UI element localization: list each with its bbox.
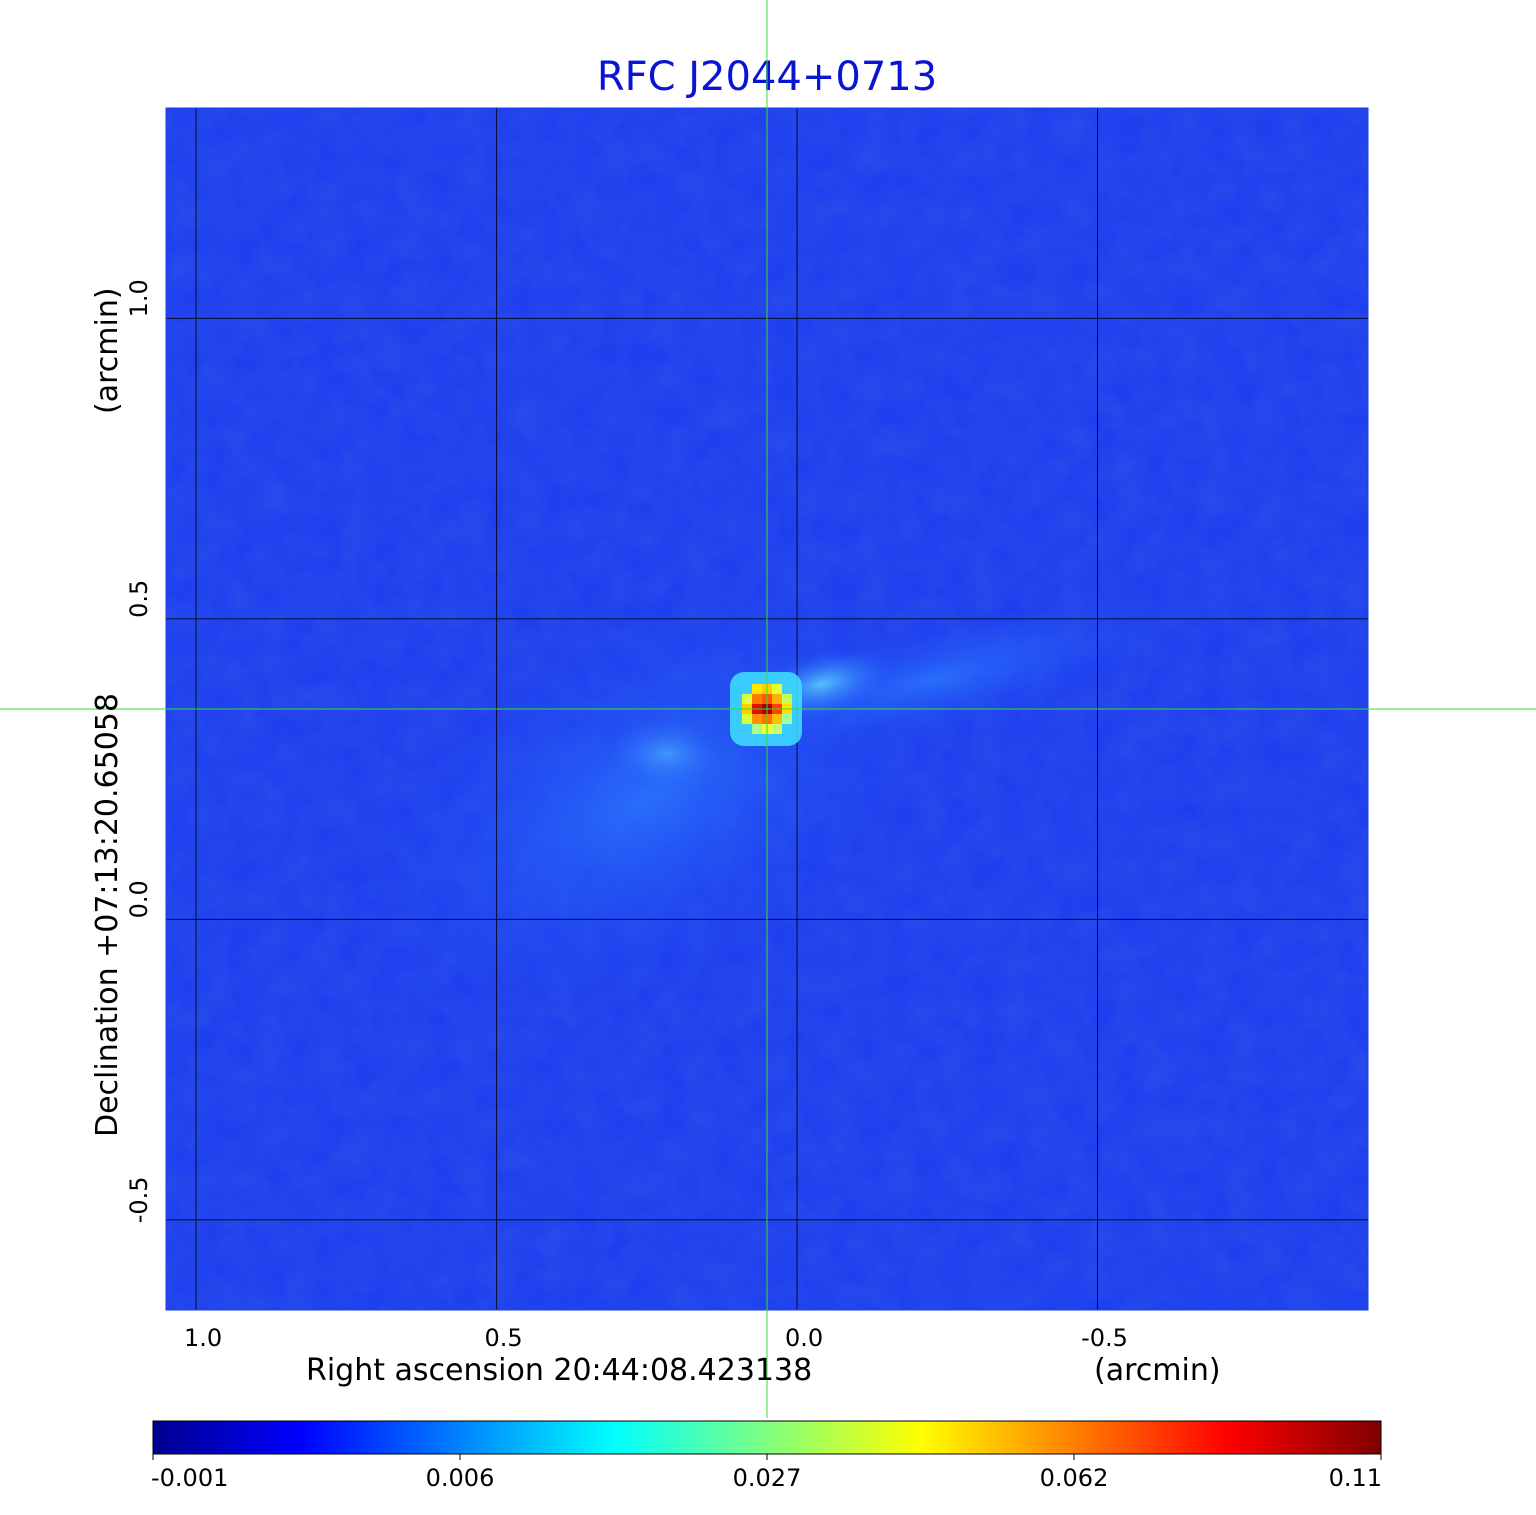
source-pixel xyxy=(782,694,792,704)
y-tick-label: 0.5 xyxy=(125,580,153,618)
source-pixel xyxy=(752,714,762,724)
colorbar-ticks: -0.001 0.006 0.027 0.062 0.11 xyxy=(151,1454,1382,1492)
y-axis-label: Declination +07:13:20.65058 xyxy=(90,693,125,1137)
colorbar-tick-label: 0.062 xyxy=(1040,1464,1109,1492)
jet-emission-east xyxy=(684,593,1190,765)
source-pixel xyxy=(772,694,782,704)
colorbar-tick-label: 0.11 xyxy=(1329,1464,1382,1492)
x-tick-label: 1.0 xyxy=(184,1324,222,1352)
x-tick-label: -0.5 xyxy=(1081,1324,1128,1352)
source-pixel xyxy=(742,694,752,704)
x-axis-label: Right ascension 20:44:08.423138 xyxy=(306,1353,812,1388)
source-pixel xyxy=(752,724,762,734)
source-pixel xyxy=(742,714,752,724)
secondary-knot-glow xyxy=(607,719,727,789)
x-tick-label: 0.0 xyxy=(785,1324,823,1352)
y-axis-ticks: 1.0 0.5 0.0 -0.5 xyxy=(125,279,153,1223)
y-axis-unit: (arcmin) xyxy=(90,287,125,414)
colorbar-tick-label: 0.027 xyxy=(733,1464,802,1492)
source-pixel xyxy=(772,684,782,694)
crosshair xyxy=(0,0,1536,1418)
y-tick-label: 0.0 xyxy=(125,880,153,918)
colorbar-tick-label: -0.001 xyxy=(151,1464,228,1492)
source-pixel xyxy=(752,694,762,704)
y-tick-label: 1.0 xyxy=(125,279,153,317)
source-pixel xyxy=(782,714,792,724)
x-axis-ticks: 1.0 0.5 0.0 -0.5 xyxy=(184,1324,1128,1352)
colorbar-tick-label: 0.006 xyxy=(426,1464,495,1492)
colorbar xyxy=(152,1420,1382,1455)
source-pixel xyxy=(772,714,782,724)
source-pixel xyxy=(752,684,762,694)
source-pixel xyxy=(772,724,782,734)
y-tick-label: -0.5 xyxy=(125,1176,153,1223)
x-tick-label: 0.5 xyxy=(484,1324,522,1352)
x-axis-unit: (arcmin) xyxy=(1094,1353,1221,1388)
